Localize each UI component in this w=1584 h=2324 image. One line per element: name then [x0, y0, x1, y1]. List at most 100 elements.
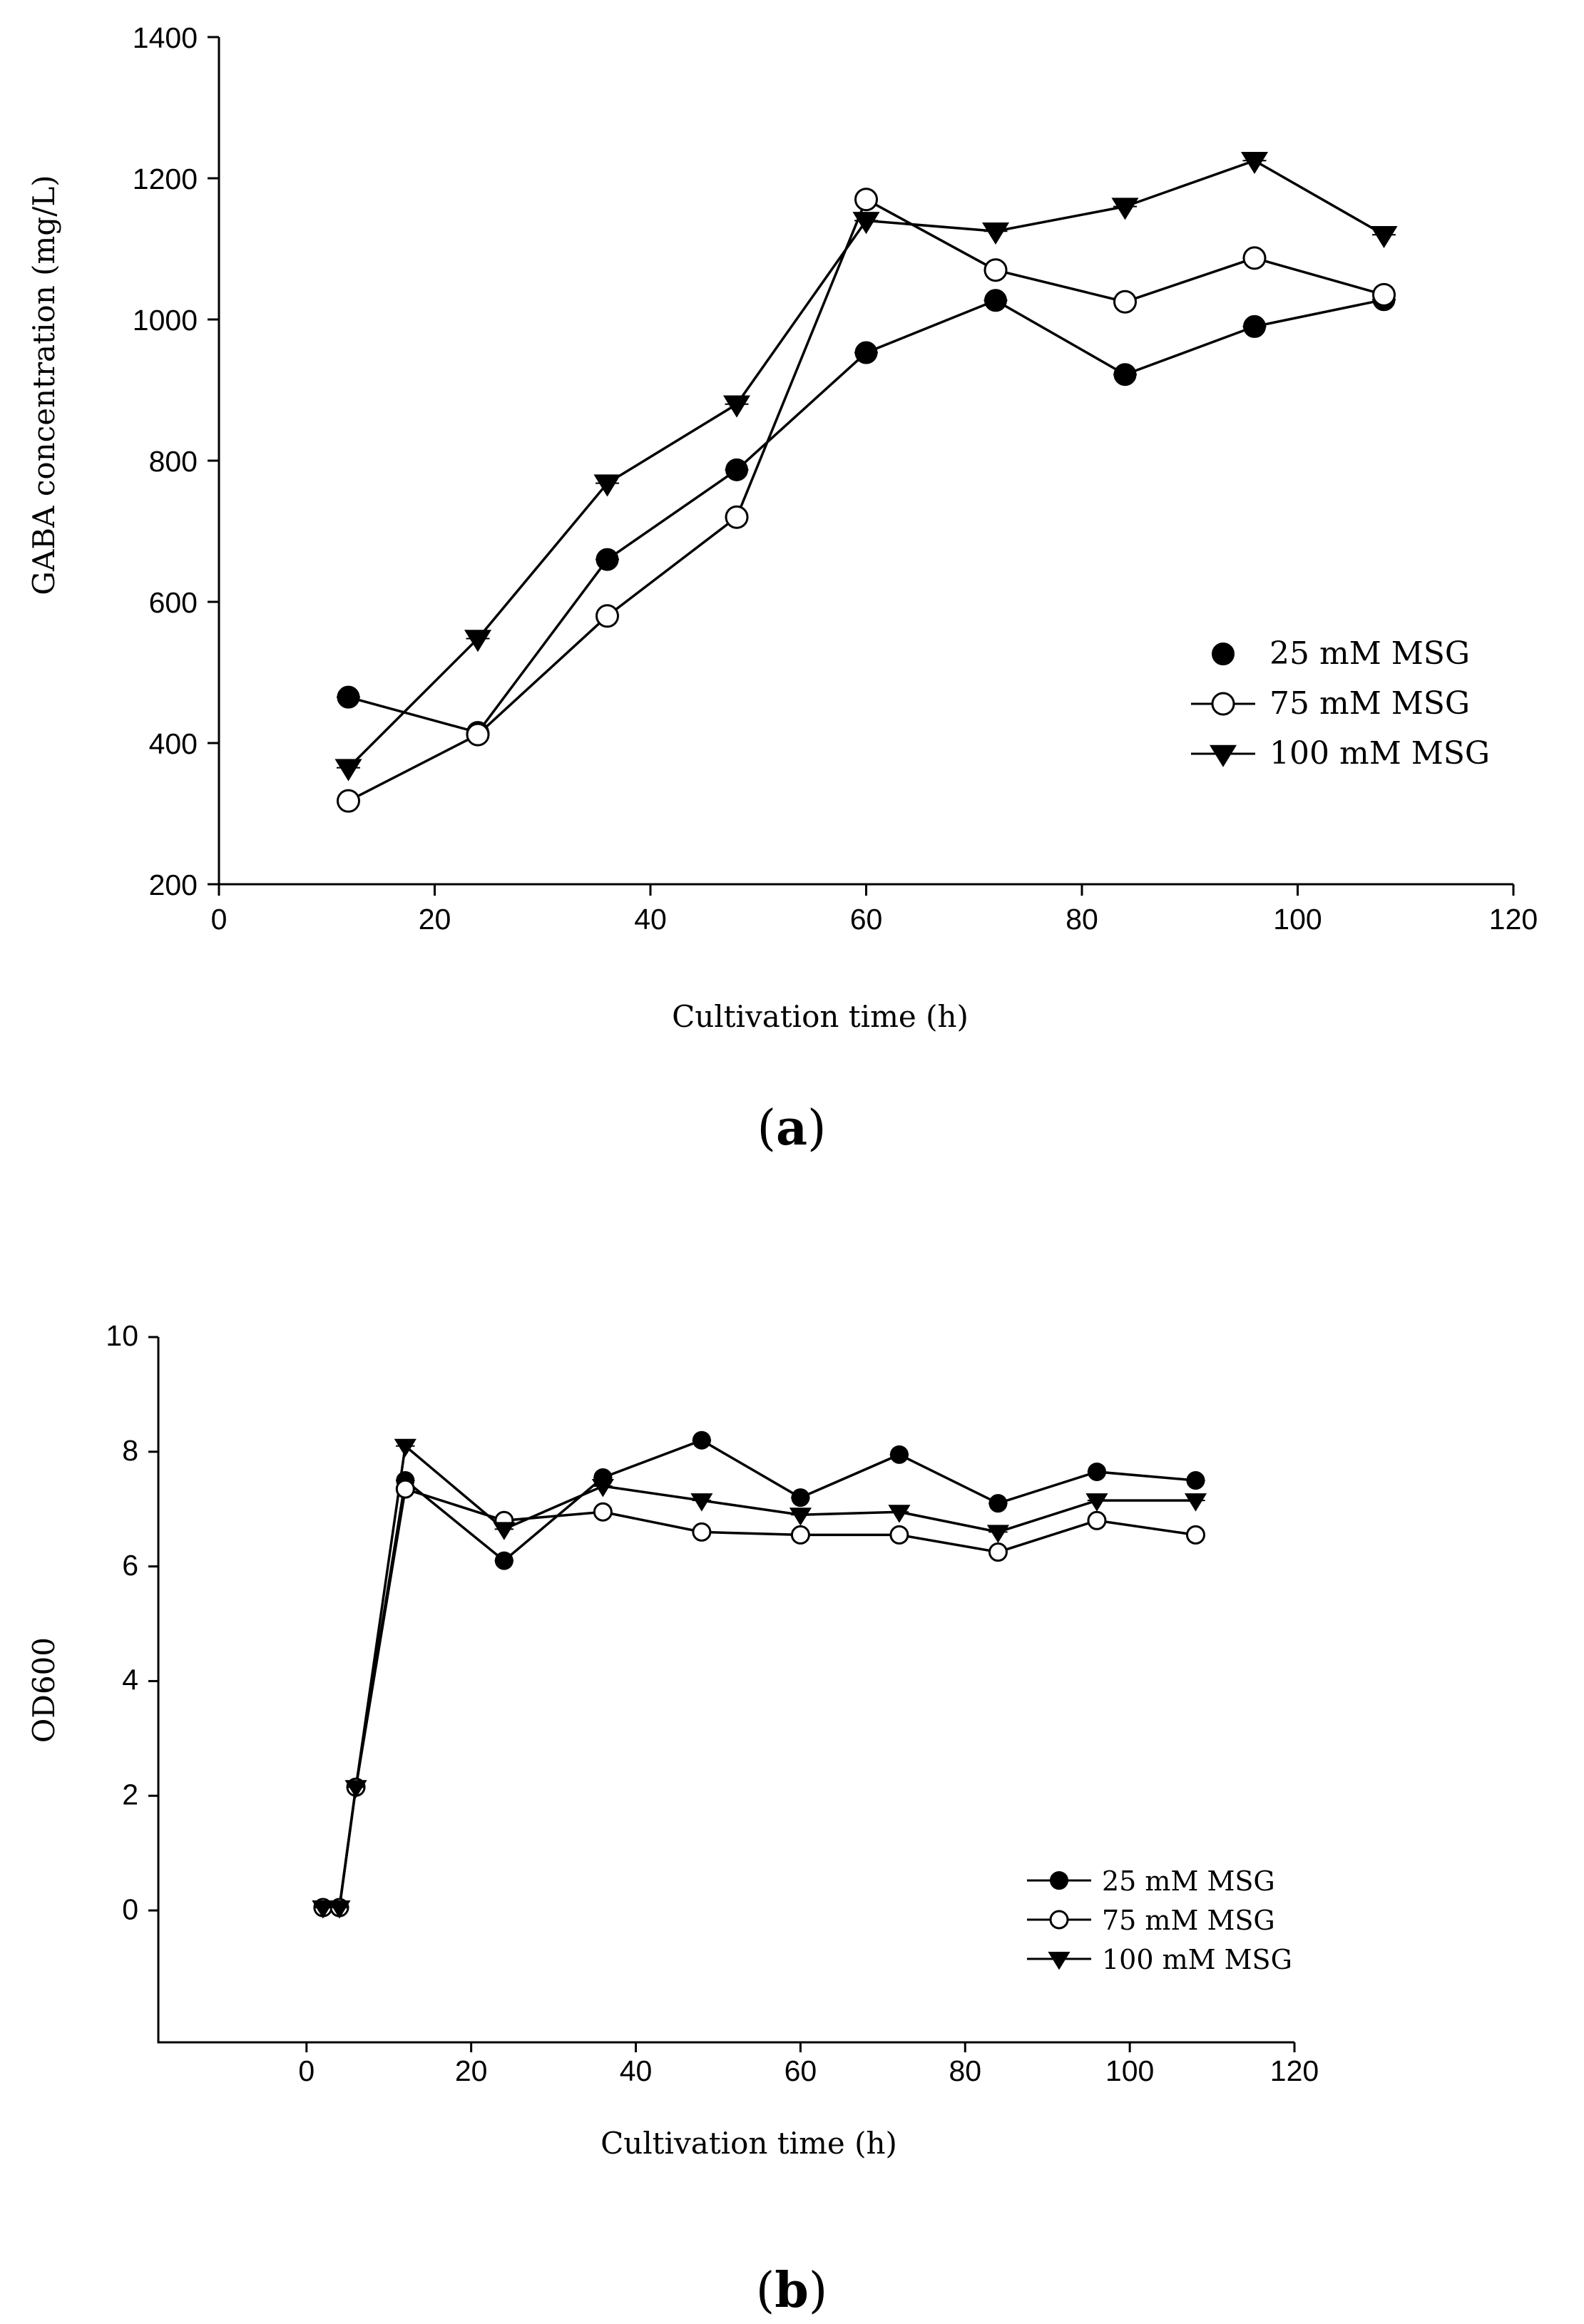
panel-a-xtick-label: 100: [1273, 903, 1322, 936]
legend-marker-75-mm-msg: [1049, 1910, 1069, 1930]
data-point-100-mm-msg: [344, 1780, 367, 1798]
legend-marker-25-mm-msg: [1212, 643, 1235, 665]
data-point-100-mm-msg: [1370, 225, 1398, 248]
data-point-25-mm-msg: [854, 341, 878, 364]
data-point-75-mm-msg: [1113, 290, 1137, 314]
panel-a-ticks: 0 20 40 60 80 100 120 200 400 600 800 1000 1200 1400: [133, 21, 1538, 936]
data-point-75-mm-msg: [889, 1525, 909, 1545]
panel-b-ytick-label: 8: [122, 1434, 138, 1467]
data-point-75-mm-msg: [596, 604, 619, 628]
data-point-75-mm-msg: [466, 722, 490, 747]
panel-b-ytick-label: 10: [106, 1319, 138, 1352]
data-point-75-mm-msg: [1185, 1525, 1205, 1545]
panel-b: OD600 Cultivation time (h) 0 20 40 60 80 100 1…: [26, 1319, 1319, 2319]
data-point-75-mm-msg: [983, 258, 1008, 282]
data-point-75-mm-msg: [1372, 282, 1396, 307]
series-line-75-mm-msg: [322, 1487, 1196, 1909]
panel-b-ylabel: OD600: [26, 1637, 61, 1743]
panel-b-ytick-label: 2: [122, 1778, 138, 1811]
data-point-25-mm-msg: [596, 548, 619, 571]
data-point-100-mm-msg: [464, 630, 492, 652]
data-point-25-mm-msg: [984, 289, 1007, 312]
data-point-75-mm-msg: [395, 1479, 415, 1499]
data-point-100-mm-msg: [593, 474, 621, 497]
legend-marker-25-mm-msg: [1050, 1871, 1068, 1890]
panel-b-xtick-label: 60: [785, 2054, 817, 2087]
data-point-100-mm-msg: [722, 395, 751, 418]
panel-b-tag: (b): [756, 2262, 828, 2319]
data-point-75-mm-msg: [1242, 246, 1267, 270]
panel-b-xtick-label: 80: [949, 2054, 981, 2087]
data-point-75-mm-msg: [1087, 1510, 1107, 1530]
data-point-75-mm-msg: [593, 1502, 613, 1522]
panel-b-series: [312, 1430, 1207, 1919]
series-line-100-mm-msg: [322, 1443, 1196, 1909]
panel-b-axes: [157, 1337, 1294, 2044]
data-point-25-mm-msg: [1087, 1462, 1106, 1481]
panel-a-ytick-label: 200: [149, 869, 198, 901]
panel-b-ytick-label: 0: [122, 1893, 138, 1925]
panel-a-ytick-label: 600: [149, 586, 198, 619]
data-point-100-mm-msg: [986, 1525, 1010, 1543]
panel-a-tag: (a): [757, 1100, 826, 1157]
data-point-100-mm-msg: [888, 1505, 911, 1523]
panel-b-xlabel: Cultivation time (h): [601, 2126, 897, 2161]
panel-a-ytick-label: 1400: [133, 21, 198, 54]
panel-a: GABA concentration (mg/L) Cultivation ti…: [26, 21, 1538, 1157]
data-point-25-mm-msg: [1186, 1471, 1205, 1490]
data-point-100-mm-msg: [1111, 198, 1139, 220]
data-point-100-mm-msg: [328, 1900, 351, 1919]
panel-b-xtick-label: 20: [455, 2054, 488, 2087]
panel-a-xtick-label: 60: [850, 903, 883, 936]
legend-label-75-mm-msg: 75 mM MSG: [1269, 685, 1470, 722]
panel-b-ticks: 0 20 40 60 80 100 120 0 2 4 6 8 10: [106, 1319, 1319, 2087]
panel-b-xtick-label: 40: [620, 2054, 653, 2087]
legend-label-25-mm-msg: 25 mM MSG: [1102, 1865, 1275, 1897]
data-point-100-mm-msg: [852, 212, 880, 235]
data-point-100-mm-msg: [1184, 1493, 1207, 1512]
data-point-25-mm-msg: [725, 458, 748, 481]
panel-b-ytick-label: 6: [122, 1549, 138, 1582]
data-point-100-mm-msg: [789, 1507, 812, 1526]
data-point-100-mm-msg: [493, 1522, 516, 1540]
panel-a-xtick-label: 20: [419, 903, 451, 936]
legend-label-100-mm-msg: 100 mM MSG: [1269, 735, 1490, 772]
panel-b-xtick-label: 100: [1105, 2054, 1154, 2087]
panel-a-ylabel: GABA concentration (mg/L): [26, 175, 61, 595]
data-point-25-mm-msg: [337, 685, 360, 709]
panel-a-ytick-label: 1200: [133, 163, 198, 195]
data-point-75-mm-msg: [988, 1542, 1008, 1562]
data-point-100-mm-msg: [1240, 152, 1269, 175]
data-point-100-mm-msg: [1085, 1493, 1108, 1512]
data-point-25-mm-msg: [889, 1445, 909, 1464]
series-line-100-mm-msg: [347, 159, 1385, 769]
panel-a-ytick-label: 400: [149, 727, 198, 760]
panel-b-ytick-label: 4: [122, 1664, 138, 1696]
data-point-25-mm-msg: [988, 1494, 1008, 1513]
data-point-75-mm-msg: [790, 1525, 810, 1545]
data-point-75-mm-msg: [725, 505, 749, 529]
data-point-100-mm-msg: [334, 759, 362, 782]
panel-a-legend: 25 mM MSG 75 mM MSG 100 mM MSG: [1191, 635, 1490, 772]
data-point-100-mm-msg: [591, 1479, 614, 1498]
data-point-75-mm-msg: [692, 1522, 712, 1542]
data-point-75-mm-msg: [854, 188, 878, 212]
panel-a-xtick-label: 120: [1489, 903, 1538, 936]
panel-a-ytick-label: 1000: [133, 304, 198, 337]
series-line-25-mm-msg: [348, 298, 1384, 734]
data-point-100-mm-msg: [981, 222, 1010, 245]
legend-marker-100-mm-msg: [1209, 744, 1237, 767]
data-point-25-mm-msg: [1113, 363, 1137, 387]
data-point-25-mm-msg: [791, 1488, 810, 1507]
legend-label-100-mm-msg: 100 mM MSG: [1102, 1944, 1292, 1975]
panel-a-xtick-label: 0: [211, 903, 228, 936]
data-point-25-mm-msg: [494, 1551, 513, 1570]
data-point-75-mm-msg: [337, 789, 360, 813]
legend-label-75-mm-msg: 75 mM MSG: [1102, 1905, 1275, 1936]
legend-marker-100-mm-msg: [1048, 1952, 1071, 1970]
panel-a-xtick-label: 40: [634, 903, 667, 936]
panel-a-xtick-label: 80: [1066, 903, 1098, 936]
panel-a-series: [334, 152, 1398, 813]
panel-a-axes: [218, 37, 1513, 886]
